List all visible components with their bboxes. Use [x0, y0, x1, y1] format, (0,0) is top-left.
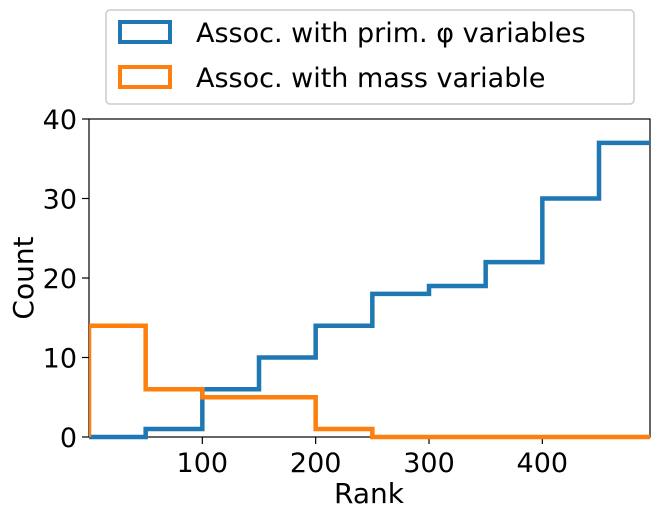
x-tick-label: 200 — [290, 448, 342, 479]
series-layer — [89, 140, 650, 440]
x-tick-label: 300 — [403, 448, 455, 479]
x-axis: 100 200 300 400 — [177, 437, 569, 479]
series-prim-phi-step — [89, 140, 650, 440]
y-tick-label: 30 — [43, 185, 77, 216]
legend-swatch-mass — [118, 65, 172, 89]
legend-label-mass: Assoc. with mass variable — [196, 63, 545, 94]
y-tick-label: 0 — [60, 423, 77, 454]
legend-box — [105, 9, 635, 105]
y-tick-label: 40 — [43, 105, 77, 136]
x-tick-label: 100 — [177, 448, 229, 479]
legend-swatch-prim-phi — [118, 20, 172, 44]
x-axis-label: Rank — [334, 477, 405, 510]
legend: Assoc. with prim. φ variables Assoc. wit… — [105, 9, 635, 105]
y-axis: 0 10 20 30 40 — [43, 105, 89, 454]
y-axis-label: Count — [7, 236, 40, 319]
y-tick-label: 10 — [43, 344, 77, 375]
x-tick-label: 400 — [517, 448, 569, 479]
y-tick-label: 20 — [43, 264, 77, 295]
legend-label-prim-phi: Assoc. with prim. φ variables — [196, 18, 586, 49]
series-mass-step — [89, 323, 650, 440]
